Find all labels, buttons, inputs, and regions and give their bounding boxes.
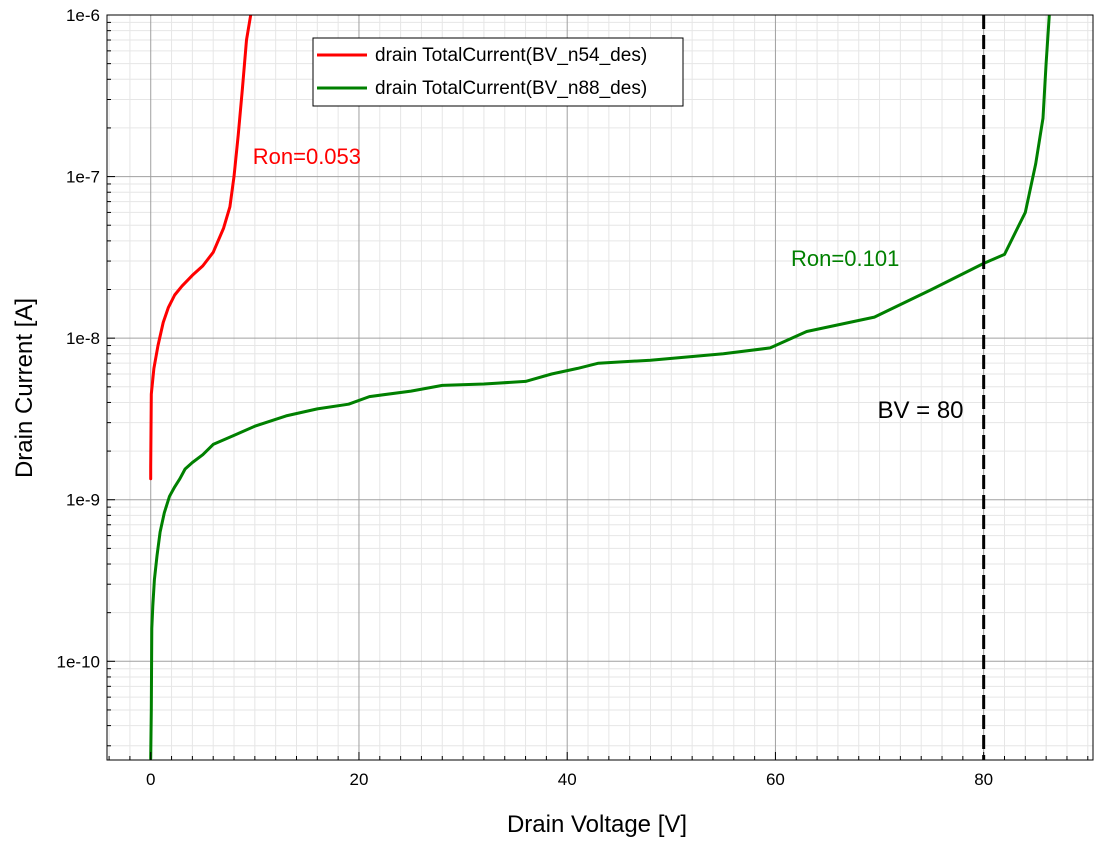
legend-label-n88: drain TotalCurrent(BV_n88_des)	[375, 78, 647, 99]
x-tick-label: 0	[146, 770, 155, 789]
annotation-bv: BV = 80	[877, 397, 963, 424]
plot-frame	[106, 14, 1094, 761]
x-axis-title: Drain Voltage [V]	[507, 811, 687, 838]
legend: drain TotalCurrent(BV_n54_des) drain Tot…	[312, 37, 684, 107]
series-layer	[149, 15, 1051, 760]
x-tick-label: 40	[558, 770, 577, 789]
x-tick-label: 60	[766, 770, 785, 789]
y-tick-label: 1e-7	[66, 168, 100, 187]
y-tick-label: 1e-6	[66, 6, 100, 25]
y-tick-label: 1e-9	[66, 491, 100, 510]
tick-labels: 0 20 40 60 80 1e-10 1e-9 1e-8 1e-7 1e-6	[57, 6, 994, 789]
minor-grid	[107, 15, 1093, 760]
legend-label-n54: drain TotalCurrent(BV_n54_des)	[375, 45, 647, 66]
x-tick-label: 80	[974, 770, 993, 789]
y-tick-label: 1e-8	[66, 329, 100, 348]
annotation-ron-n88: Ron=0.101	[791, 246, 899, 271]
axis-ticks	[107, 14, 1089, 760]
series-line-n54	[149, 15, 253, 481]
annotation-ron-n54: Ron=0.053	[253, 144, 361, 169]
series-line-n88	[149, 15, 1051, 760]
y-tick-label: 1e-10	[57, 652, 100, 671]
y-axis-title: Drain Current [A]	[11, 298, 38, 478]
annotations: Ron=0.053 Ron=0.101 BV = 80	[253, 144, 964, 424]
x-tick-label: 20	[350, 770, 369, 789]
legend-box	[312, 37, 684, 107]
